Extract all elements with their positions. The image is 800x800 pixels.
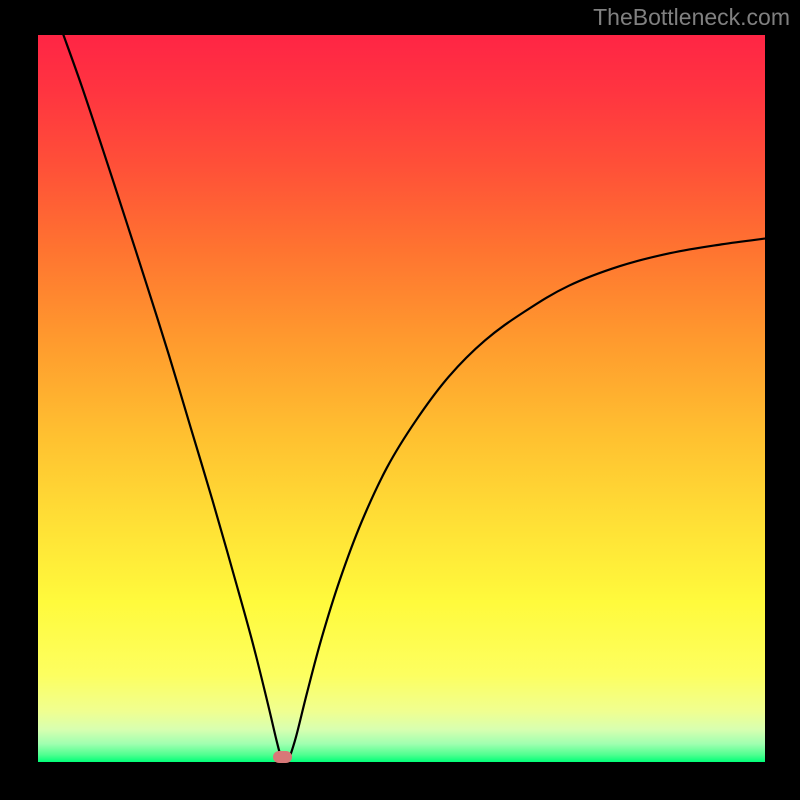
chart-container: TheBottleneck.com <box>0 0 800 800</box>
curve-layer <box>38 35 765 762</box>
minimum-marker <box>273 751 292 763</box>
watermark-text: TheBottleneck.com <box>593 4 790 31</box>
bottleneck-curve-segment <box>63 35 281 760</box>
bottleneck-curve-segment <box>289 239 765 760</box>
